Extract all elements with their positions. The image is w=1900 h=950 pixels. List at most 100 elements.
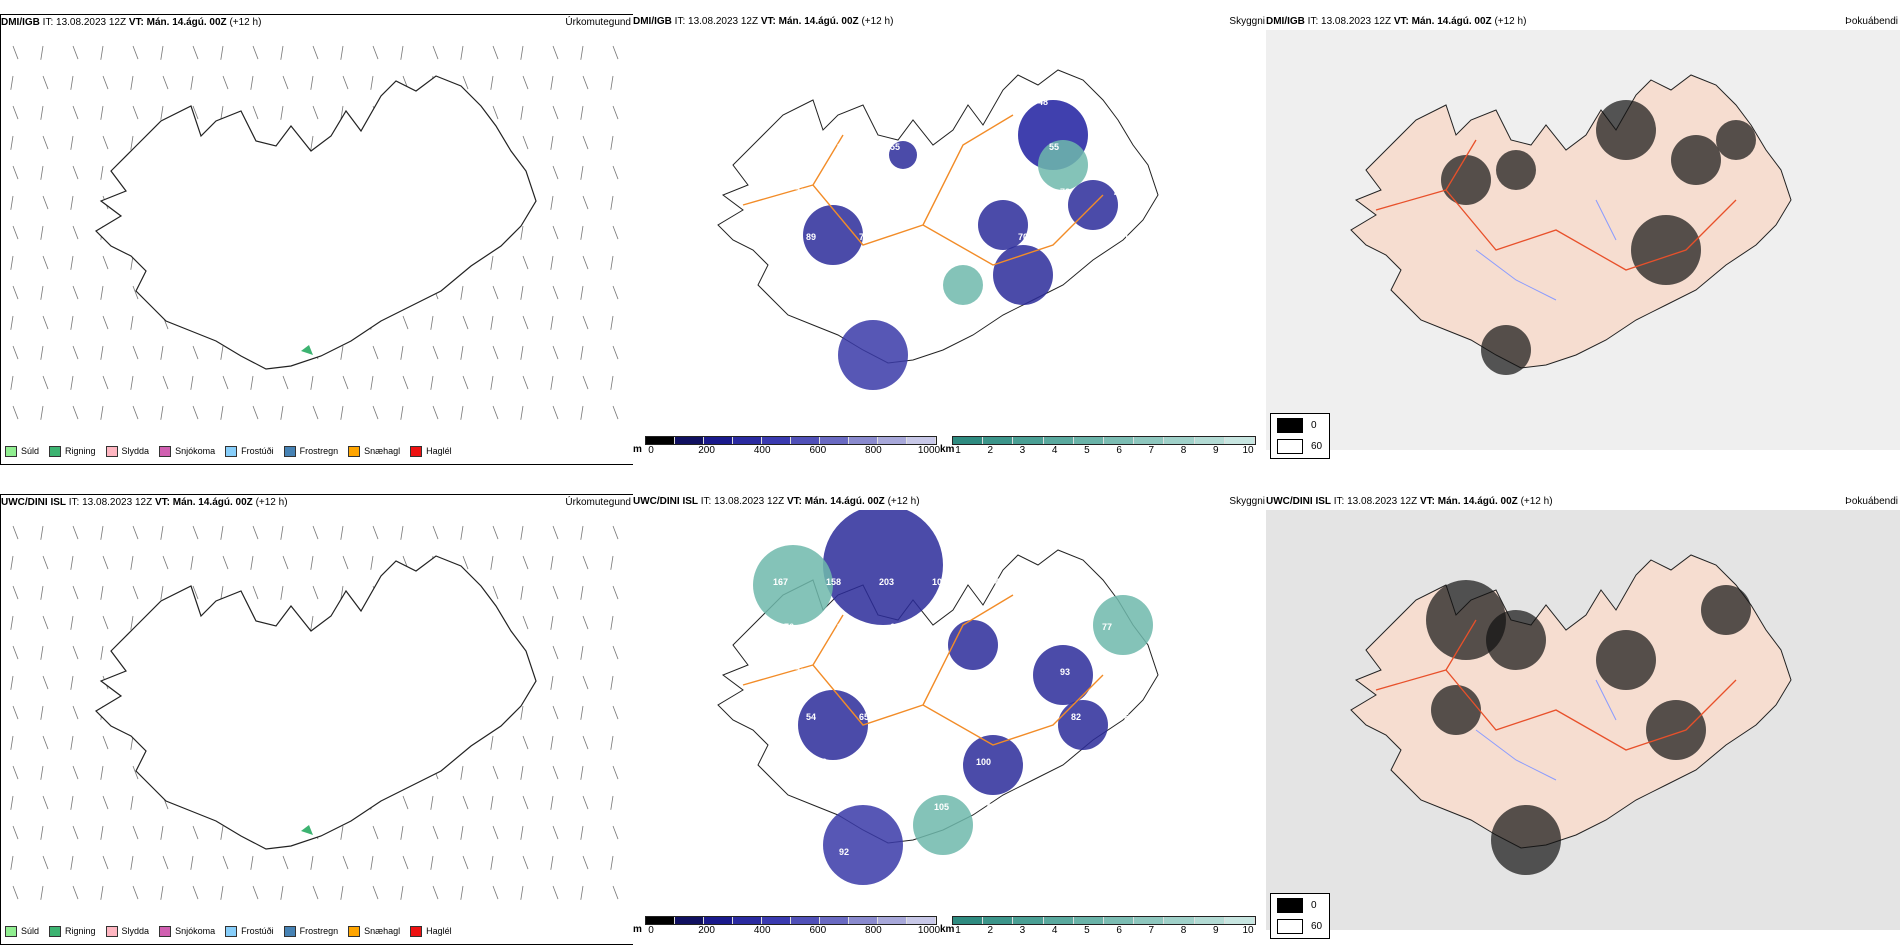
precip-type-map-panel-dmi: DMI/IGB IT: 13.08.2023 12Z VT: Mán. 14.á… (0, 14, 634, 465)
visibility-m-colorbar: m 0 200 400 600 800 1000 (633, 436, 943, 458)
visibility-value-label: 61 (1007, 667, 1017, 677)
visibility-value-label: 70 (1018, 232, 1028, 242)
visibility-value-label: 84 (837, 142, 847, 152)
precip-legend-label: Snæhagl (364, 446, 401, 456)
colorbar-tick-label: 7 (1148, 925, 1155, 936)
iceland-visibility-map: 63 67 56 60 70 48 56 60 84 55 12 62 55 83 76 61 68 80 86 78… (717, 69, 1159, 390)
colorbar-tick-label: 200 (698, 925, 715, 936)
precip-legend-item: Frostregn (283, 445, 338, 457)
precip-legend-label: Frostúði (241, 446, 274, 456)
colorbar-tick-label: 1000 (917, 445, 941, 456)
lead-time: (+12 h) (1494, 16, 1527, 27)
visibility-value-label: 79 (1113, 187, 1123, 197)
visibility-value-label: 86 (1007, 187, 1017, 197)
visibility-value-label: 81 (1049, 622, 1059, 632)
visibility-value-label: 54 (881, 802, 891, 812)
visibility-value-label: 134 (985, 577, 1000, 587)
precip-legend-item: Rigning (49, 445, 96, 457)
precip-legend-swatch (49, 925, 62, 937)
colorbar-strip (952, 916, 1256, 925)
precip-legend-swatch (348, 925, 361, 937)
fog-legend-label: 60 (1311, 441, 1323, 452)
visibility-value-label: 54 (806, 712, 816, 722)
iceland-visibility-map: 167 158 203 109 134 68 68 76 88 61 90 92 81 77 73 97 79 9… (717, 510, 1159, 885)
precip-legend-label: Slydda (121, 926, 150, 936)
colorbar-tick-label: 7 (1148, 445, 1155, 456)
colorbar-tick-label: 5 (1084, 445, 1090, 456)
precip-legend-label: Rigning (65, 926, 96, 936)
visibility-value-label: 92 (839, 847, 849, 857)
fog-index-legend: 0 60 (1270, 893, 1330, 939)
visibility-value-label: 70 (870, 757, 880, 767)
visibility-km-colorbar: km 1 2 3 4 5 6 7 8 9 10 (940, 916, 1262, 938)
valid-time: Mán. 14.ágú. 00Z (172, 497, 253, 508)
precip-legend-label: Frostúði (241, 926, 274, 936)
init-time-label: IT: (1307, 16, 1319, 27)
visibility-value-label: 68 (923, 757, 933, 767)
visibility-value-label: 80 (954, 187, 964, 197)
visibility-value-label: 109 (932, 577, 947, 587)
colorbar-tick-label: 400 (753, 445, 771, 456)
visibility-value-label: 167 (773, 577, 788, 587)
precip-legend-item: Frostúði (225, 445, 274, 457)
visibility-value-label: 75 (775, 802, 785, 812)
valid-time: Mán. 14.ágú. 00Z (1437, 496, 1518, 507)
visibility-value-label: 55 (1049, 142, 1059, 152)
precip-legend-label: Haglél (426, 926, 452, 936)
visibility-value-label: 100 (976, 757, 991, 767)
precip-legend-label: Frostregn (299, 926, 339, 936)
visibility-value-label: 90 (943, 622, 953, 632)
precip-legend-label: Snæhagl (364, 926, 401, 936)
init-time: 13.08.2023 12Z (56, 17, 127, 28)
precip-legend-label: Haglél (426, 446, 452, 456)
visibility-value-label: 56 (879, 97, 889, 107)
visibility-value-label: 74 (965, 712, 975, 722)
fog-index-legend: 0 60 (1270, 413, 1330, 459)
panel-header: UWC/DINI ISL IT: 13.08.2023 12Z VT: Mán.… (1, 495, 633, 511)
precip-legend-swatch (159, 445, 172, 457)
colorbar-tick-label: 0 (648, 445, 654, 456)
precip-type-map-panel-uwc: UWC/DINI ISL IT: 13.08.2023 12Z VT: Mán.… (0, 494, 634, 945)
visibility-value-label: 65 (859, 712, 869, 722)
colorbar-tick-label: 9 (1212, 925, 1219, 936)
precip-legend-swatch (159, 925, 172, 937)
colorbar-tick-label: 1 (955, 445, 961, 456)
precip-legend-item: Slydda (105, 445, 149, 457)
precip-legend-item: Snjókoma (159, 925, 215, 937)
lead-time: (+12 h) (255, 497, 288, 508)
fog-index-map-panel-dmi: DMI/IGB IT: 13.08.2023 12Z VT: Mán. 14.á… (1266, 14, 1900, 465)
colorbar-tick-label: 600 (809, 445, 827, 456)
visibility-m-colorbar: m 0 200 400 600 800 1000 (633, 916, 943, 938)
colorbar-tick-label: 10 (1242, 445, 1254, 456)
colorbar-tick-label: 5 (1084, 925, 1090, 936)
fog-legend-swatch (1277, 898, 1303, 913)
visibility-map-panel-uwc: UWC/DINI ISL IT: 13.08.2023 12Z VT: Mán.… (633, 494, 1267, 945)
visibility-value-label: 55 (890, 142, 900, 152)
colorbar-tick-label: 0 (648, 925, 654, 936)
visibility-value-label: 91 (954, 667, 964, 677)
visibility-value-label: 96 (786, 847, 796, 857)
model-name: UWC/DINI ISL (1266, 496, 1331, 507)
visibility-value-label: 59 (828, 802, 838, 812)
colorbar-tick-label: 2 (987, 925, 993, 936)
init-time: 13.08.2023 12Z (688, 16, 759, 27)
visibility-value-label: 12 (1124, 232, 1134, 242)
precip-legend-swatch (410, 925, 423, 937)
valid-time: Mán. 14.ágú. 00Z (778, 16, 859, 27)
visibility-value-label: 81 (1093, 802, 1103, 812)
valid-time-label: VT: (154, 497, 170, 508)
fog-legend-item: 0 (1277, 418, 1317, 433)
visibility-value-label: 79 (901, 667, 911, 677)
iceland-wind-map (10, 525, 619, 900)
precip-legend-swatch (105, 925, 118, 937)
panel-header: UWC/DINI ISL IT: 13.08.2023 12Z VT: Mán.… (1266, 494, 1900, 510)
colorbar-tick-label: 1000 (917, 925, 941, 936)
colorbar-unit: m (633, 444, 642, 455)
visibility-value-label: 62 (996, 142, 1006, 152)
valid-time-label: VT: (1393, 16, 1409, 27)
precip-legend-swatch (105, 445, 118, 457)
visibility-km-colorbar: km 1 2 3 4 5 6 7 8 9 10 (940, 436, 1262, 458)
panel-header: DMI/IGB IT: 13.08.2023 12Z VT: Mán. 14.á… (1266, 14, 1900, 30)
colorbar-tick-label: 800 (865, 445, 882, 456)
colorbar-tick-label: 6 (1116, 925, 1122, 936)
